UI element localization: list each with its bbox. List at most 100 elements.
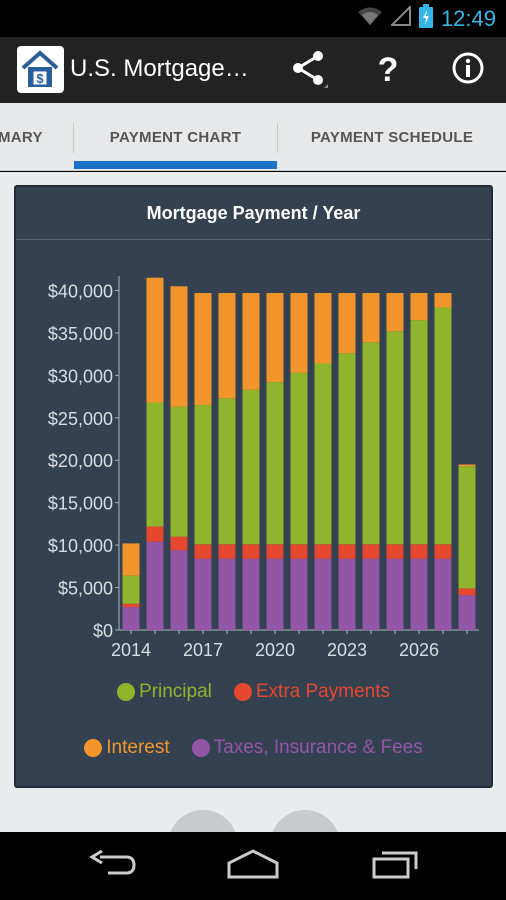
signal-icon — [389, 4, 411, 31]
bar-segment-principal — [242, 389, 260, 545]
status-bar: 12:49 — [0, 0, 506, 37]
house-dollar-app-icon[interactable]: $ — [17, 46, 64, 93]
bar-segment-extra-payments — [218, 544, 236, 559]
tab-divider — [277, 123, 278, 153]
y-tick-label: $30,000 — [48, 366, 113, 386]
bar-segment-interest — [410, 293, 428, 321]
legend-label: Interest — [106, 737, 170, 758]
wifi-icon — [357, 6, 383, 31]
bar-segment-principal — [410, 320, 428, 545]
tab-divider — [73, 123, 74, 153]
y-tick-label: $10,000 — [48, 536, 113, 556]
bar-segment-extra-payments — [122, 603, 140, 608]
bar-segment-principal — [434, 307, 452, 545]
bar-segment-interest — [218, 293, 236, 399]
y-tick-label: $5,000 — [58, 579, 113, 599]
clock: 12:49 — [440, 5, 496, 31]
legend-label: Taxes, Insurance & Fees — [213, 737, 423, 758]
bar-segment-interest — [146, 277, 164, 403]
bar-segment-interest — [386, 293, 404, 332]
bar-segment-taxes-insurance-fees — [362, 558, 380, 630]
x-tick-label: 2026 — [399, 640, 439, 660]
x-tick-label: 2020 — [255, 640, 295, 660]
tab-label: PAYMENT SCHEDULE — [310, 128, 474, 146]
bar-segment-taxes-insurance-fees — [242, 558, 260, 630]
y-tick-label: $0 — [93, 621, 113, 641]
bar-segment-principal — [314, 363, 332, 545]
bar-segment-taxes-insurance-fees — [122, 607, 140, 630]
x-tick-label: 2017 — [183, 640, 223, 660]
legend-item-extra-payments[interactable]: Extra Payments — [233, 681, 390, 703]
chart-title: Mortgage Payment / Year — [16, 187, 491, 240]
bar-segment-extra-payments — [338, 544, 356, 559]
legend-swatch — [84, 739, 103, 757]
bar-segment-extra-payments — [434, 544, 452, 559]
legend-item-taxes-insurance-fees[interactable]: Taxes, Insurance & Fees — [191, 737, 423, 759]
bar-segment-extra-payments — [146, 526, 164, 542]
share-button[interactable] — [285, 47, 331, 93]
bar-segment-principal — [290, 372, 308, 545]
help-icon: ? — [377, 50, 399, 89]
app-title: U.S. Mortgage… — [70, 55, 249, 82]
bar-segment-taxes-insurance-fees — [338, 558, 356, 630]
bar-segment-principal — [194, 405, 212, 545]
bar-segment-interest — [338, 293, 356, 354]
bar-segment-extra-payments — [170, 536, 188, 551]
bar-segment-extra-payments — [386, 544, 404, 559]
legend-row-2: Interest Taxes, Insurance & Fees — [16, 737, 491, 759]
bar-segment-interest — [362, 293, 380, 343]
recent-apps-icon — [370, 849, 420, 884]
tab-summary[interactable]: MARY — [0, 103, 72, 171]
home-button[interactable] — [223, 842, 283, 890]
status-icons: 12:49 — [357, 0, 496, 37]
bar-segment-extra-payments — [314, 544, 332, 559]
bar-segment-principal — [362, 342, 380, 545]
bar-segment-extra-payments — [242, 544, 260, 559]
bar-segment-extra-payments — [410, 544, 428, 559]
bar-segment-interest — [266, 293, 284, 383]
info-button[interactable] — [445, 47, 491, 93]
bar-segment-interest — [170, 286, 188, 407]
bar-segment-principal — [386, 331, 404, 545]
bar-segment-extra-payments — [458, 588, 476, 596]
mortgage-payment-chart: $0 $5,000 $10,000 $15,000 $20,000 $25,000 $30,… — [48, 276, 479, 660]
bar-segment-principal — [458, 466, 476, 589]
bar-segment-interest — [290, 293, 308, 373]
svg-text:$: $ — [36, 71, 44, 86]
legend-label: Principal — [139, 681, 212, 702]
y-tick-label: $40,000 — [48, 281, 113, 301]
action-bar: $ U.S. Mortgage… ? — [0, 37, 506, 103]
back-button[interactable] — [83, 842, 143, 890]
help-button[interactable]: ? — [365, 47, 411, 93]
tab-payment-chart[interactable]: PAYMENT CHART — [74, 103, 277, 171]
bar-segment-principal — [122, 575, 140, 604]
home-icon — [225, 848, 281, 884]
bar-segment-interest — [314, 293, 332, 364]
bar-segment-principal — [266, 382, 284, 545]
bar-segment-interest — [194, 293, 212, 406]
legend-swatch — [117, 683, 135, 701]
legend-item-interest[interactable]: Interest — [84, 737, 170, 759]
content-area: Mortgage Payment / Year $0 $5,000 $10,000 $… — [0, 172, 506, 832]
legend-swatch — [233, 683, 252, 701]
legend-label: Extra Payments — [255, 681, 390, 702]
legend-item-principal[interactable]: Principal — [117, 681, 212, 703]
navigation-bar — [0, 832, 506, 900]
y-tick-label: $15,000 — [48, 494, 113, 514]
bar-segment-taxes-insurance-fees — [410, 558, 428, 630]
bar-segment-taxes-insurance-fees — [314, 558, 332, 630]
bar-segment-taxes-insurance-fees — [218, 558, 236, 630]
bar-segment-extra-payments — [266, 544, 284, 559]
floating-button-left[interactable] — [168, 810, 238, 832]
bar-segment-taxes-insurance-fees — [170, 550, 188, 630]
bar-segment-principal — [338, 353, 356, 545]
bar-segment-extra-payments — [194, 544, 212, 559]
tab-label: PAYMENT CHART — [109, 128, 242, 146]
y-tick-label: $25,000 — [48, 409, 113, 429]
y-tick-label: $20,000 — [48, 451, 113, 471]
x-tick-label: 2014 — [111, 640, 151, 660]
floating-button-right[interactable] — [270, 810, 340, 832]
tab-payment-schedule[interactable]: PAYMENT SCHEDULE — [278, 103, 506, 171]
recent-apps-button[interactable] — [365, 842, 425, 890]
bar-segment-principal — [170, 406, 188, 537]
